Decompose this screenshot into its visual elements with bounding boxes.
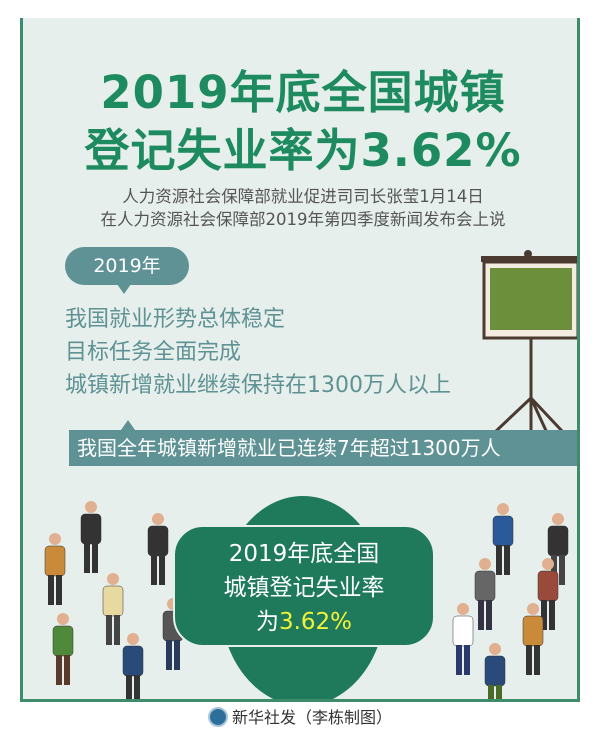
card-prefix: 为 [255,609,279,635]
unemployment-rate: 3.62% [278,609,353,635]
person-figure [147,513,169,585]
person-figure [484,643,506,699]
card-line-2: 城镇登记失业率 [223,575,385,601]
point-3: 城镇新增就业继续保持在1300万人以上 [65,373,451,398]
year-bubble: 2019年 [65,247,189,294]
person-figure [452,603,474,675]
subtitle-line-2: 在人力资源社会保障部2019年第四季度新闻发布会上说 [100,210,506,229]
infographic-panel: 2019年底全国城镇 登记失业率为3.62% 人力资源社会保障部就业促进司司长张… [20,18,580,702]
person-figure [547,513,569,585]
person-figure [122,633,144,699]
person-figure [80,501,102,573]
title-line-1: 2019年底全国城镇 [100,66,506,119]
title-line-2: 登记失业率为3.62% [84,124,522,177]
person-figure [102,573,124,645]
card-line-1: 2019年底全国 [228,541,380,567]
banner: 我国全年城镇新增就业已连续7年超过1300万人 [69,420,577,466]
unemployment-card: 2019年底全国 城镇登记失业率 为3.62% [173,525,435,647]
person-figure [44,533,66,605]
person-figure [522,603,544,675]
xinhua-logo-icon [207,707,228,727]
footer: 新华社发（李栋制图） [0,704,600,728]
card-line-3: 为3.62% [175,605,433,639]
point-2: 目标任务全面完成 [65,340,242,365]
easel-board-icon [478,250,577,448]
person-figure [537,558,559,630]
person-figure [474,558,496,630]
person-figure [492,503,514,575]
credit: 新华社发（李栋制图） [231,708,392,727]
subtitle-line-1: 人力资源社会保障部就业促进司司长张莹1月14日 [122,187,484,206]
person-figure [52,613,74,685]
point-1: 我国就业形势总体稳定 [65,307,286,332]
